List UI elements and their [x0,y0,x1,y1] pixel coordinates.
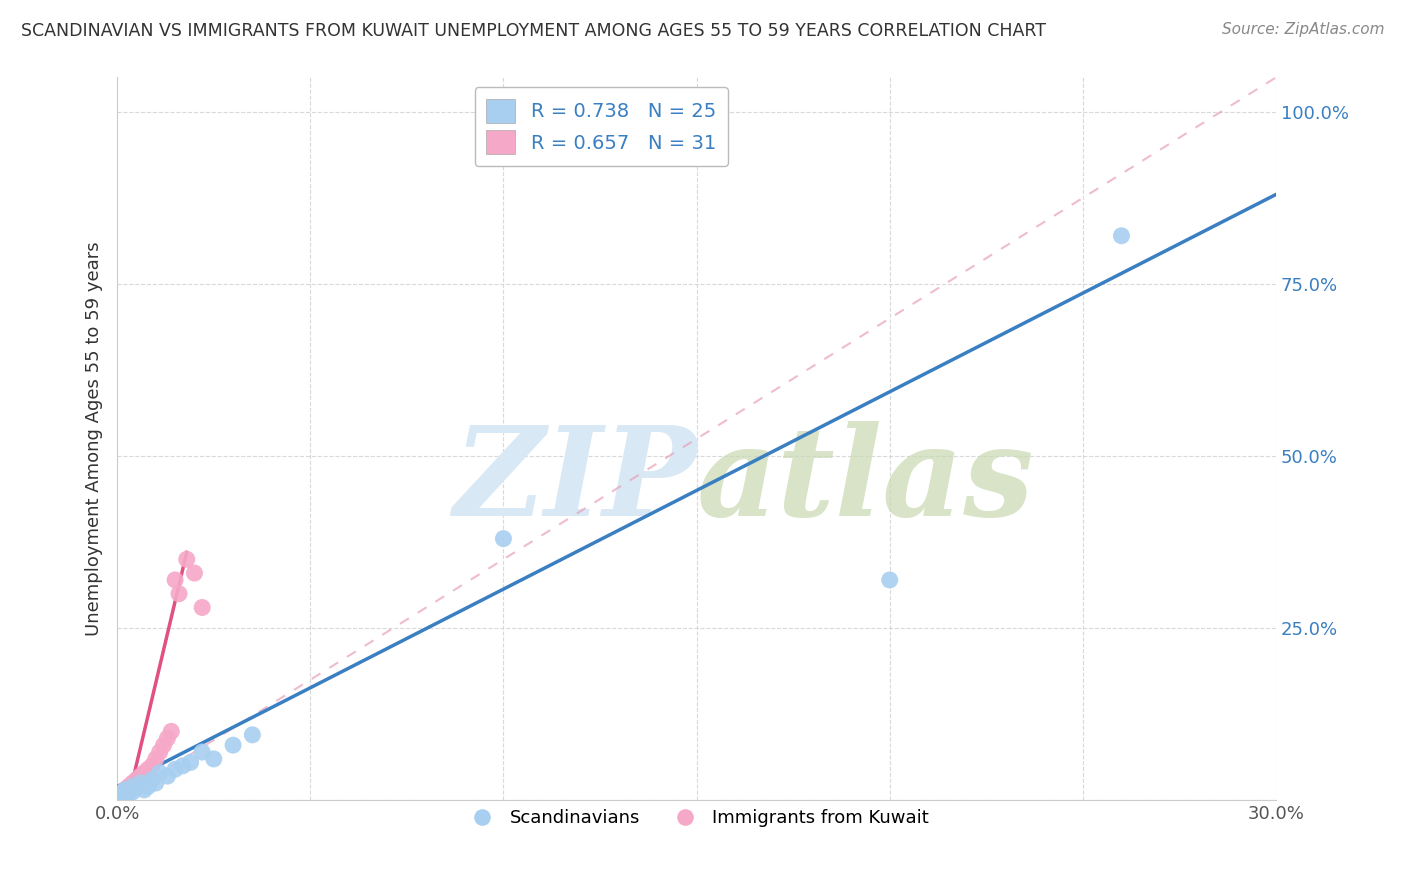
Point [222,738,245,752]
Point [121,780,143,794]
Point [114,785,136,799]
Point [191,600,214,615]
Point [118,786,141,800]
Point [167,587,190,601]
Point [176,552,198,566]
Point [242,728,264,742]
Point [156,731,179,746]
Point [149,765,172,780]
Point [114,788,136,802]
Y-axis label: Unemployment Among Ages 55 to 59 years: Unemployment Among Ages 55 to 59 years [86,242,103,636]
Point [110,788,132,802]
Point [121,785,143,799]
Legend: Scandinavians, Immigrants from Kuwait: Scandinavians, Immigrants from Kuwait [457,802,936,835]
Point [145,776,167,790]
Point [125,772,148,787]
Point [136,780,159,794]
Text: ZIP: ZIP [453,421,696,543]
Point [879,573,901,587]
Point [160,724,183,739]
Point [172,759,194,773]
Text: SCANDINAVIAN VS IMMIGRANTS FROM KUWAIT UNEMPLOYMENT AMONG AGES 55 TO 59 YEARS CO: SCANDINAVIAN VS IMMIGRANTS FROM KUWAIT U… [21,22,1046,40]
Point [129,769,152,783]
Point [156,769,179,783]
Point [118,786,141,800]
Point [110,786,132,800]
Point [125,780,148,794]
Point [110,789,132,804]
Point [110,786,132,800]
Point [114,789,136,804]
Point [136,762,159,776]
Point [125,780,148,795]
Point [110,790,132,805]
Point [121,776,143,790]
Point [121,780,143,795]
Point [114,783,136,797]
Point [152,738,174,752]
Point [114,788,136,802]
Point [141,759,163,773]
Point [134,783,156,797]
Point [165,762,187,776]
Point [183,566,205,580]
Text: atlas: atlas [696,421,1035,543]
Point [114,783,136,797]
Point [202,752,225,766]
Point [191,745,214,759]
Point [180,756,202,770]
Point [1111,228,1133,243]
Point [129,776,152,790]
Point [145,752,167,766]
Point [129,776,152,790]
Point [165,573,187,587]
Point [110,792,132,806]
Point [118,783,141,797]
Point [149,745,172,759]
Point [141,772,163,787]
Point [118,780,141,794]
Point [134,765,156,780]
Point [110,789,132,803]
Text: Source: ZipAtlas.com: Source: ZipAtlas.com [1222,22,1385,37]
Point [492,532,515,546]
